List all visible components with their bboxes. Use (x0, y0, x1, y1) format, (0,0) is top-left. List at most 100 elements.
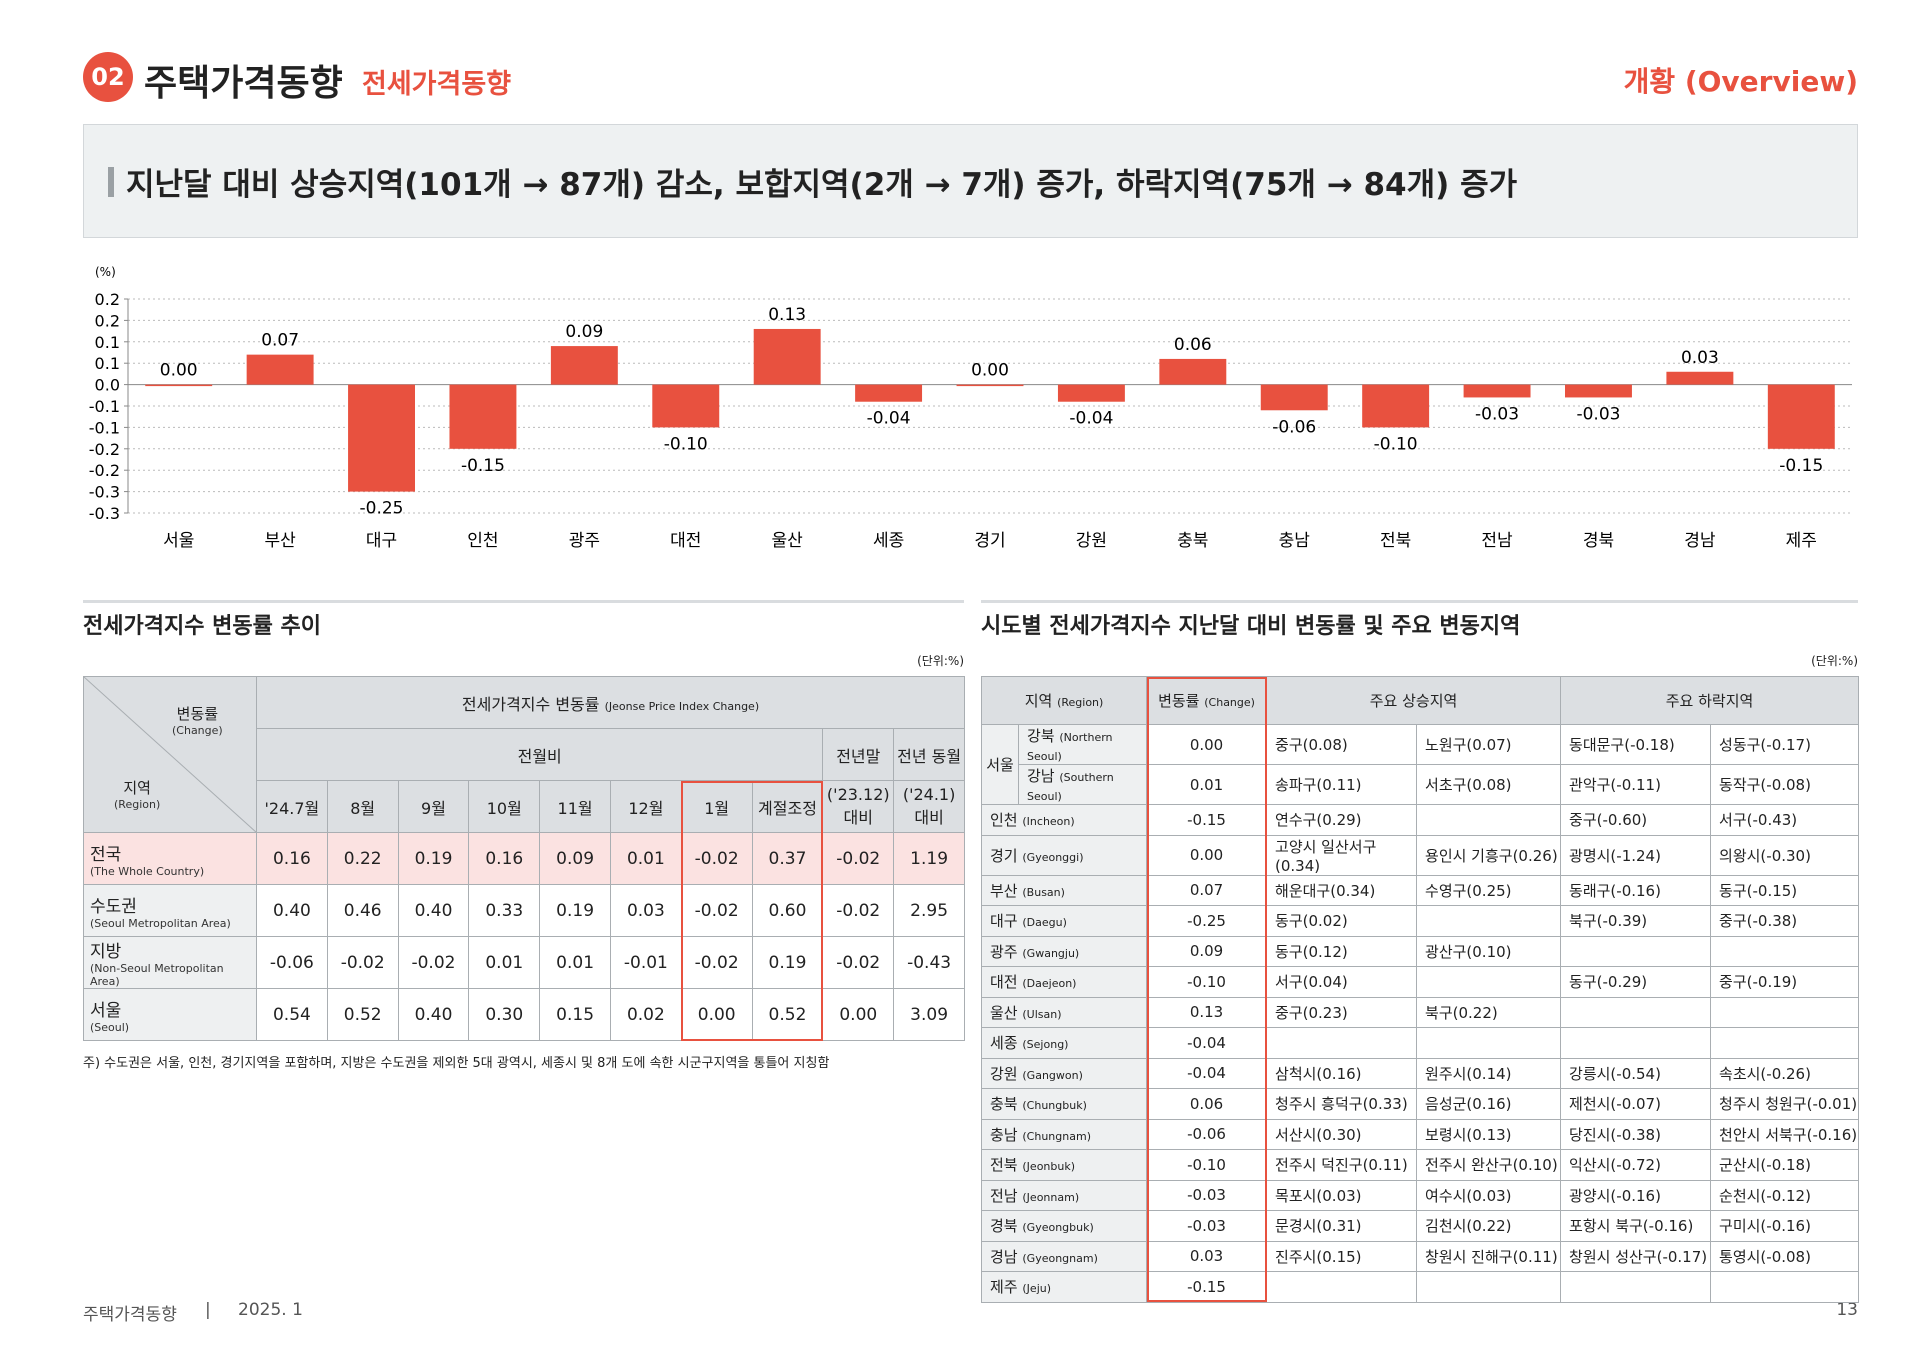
headline: 지난달 대비 상승지역(101개 → 87개) 감소, 보합지역(2개 → 7개… (126, 167, 1518, 203)
change-cell: -0.06 (1146, 1118, 1268, 1150)
data-row: 대전 (Daejeon) -0.10 서구(0.04) 동구(-0.29) 중구(-0.… (980, 966, 1860, 998)
value-cell: 0.01 (609, 832, 682, 885)
x-tick-label: 충북 (1177, 531, 1208, 551)
data-row: 수도권 (Seoul Metropolitan Area) 0.40 0.46 0.40… (83, 884, 966, 937)
data-label: -0.15 (1779, 456, 1823, 476)
data-label: 0.00 (971, 361, 1009, 381)
page-title: 주택가격동향 (144, 63, 343, 104)
falling-area: 순천시(-0.12) (1710, 1179, 1860, 1211)
region-name: 강남 (1027, 767, 1055, 785)
region-cell: 전남 (Jeonnam) (980, 1179, 1148, 1211)
y-tick-label: -0.2 (89, 461, 120, 480)
falling-area: 동구(-0.29) (1560, 966, 1712, 998)
change-cell: 0.03 (1146, 1240, 1268, 1272)
falling-area: 서구(-0.43) (1710, 804, 1860, 836)
corner-change: 변동률 (Change) (172, 703, 223, 737)
rising-area (1416, 1271, 1562, 1303)
region-name-en: (Gyeonggi) (1022, 850, 1084, 864)
region-cell: 충남 (Chungnam) (980, 1118, 1148, 1150)
value-cell: 2.95 (893, 884, 966, 937)
section-label: 개황 (Overview) (1623, 65, 1858, 98)
falling-area: 중구(-0.19) (1710, 966, 1860, 998)
falling-area: 익산시(-0.72) (1560, 1149, 1712, 1181)
region-name: 광주 (990, 942, 1018, 961)
data-label: 0.00 (160, 361, 198, 381)
region-name-en: (Southern Seoul) (1027, 771, 1114, 803)
region-name: 강원 (990, 1064, 1018, 1083)
falling-area (1710, 1027, 1860, 1059)
region-name-en: (Jeju) (1022, 1282, 1052, 1296)
region-cell: 세종 (Sejong) (980, 1027, 1148, 1059)
x-tick-label: 대전 (670, 531, 701, 551)
value-cell: 0.19 (539, 884, 611, 937)
falling-area: 당진시(-0.38) (1560, 1118, 1712, 1150)
falling-area (1710, 1271, 1860, 1303)
data-label: -0.04 (867, 409, 911, 429)
table-note: 주) 수도권은 서울, 인천, 경기지역을 포함하며, 지방은 수도권을 제외한… (83, 1056, 830, 1071)
rising-area: 음성군(0.16) (1416, 1088, 1562, 1120)
change-cell: 0.09 (1146, 935, 1268, 967)
bar (1666, 371, 1734, 385)
change-cell: 0.13 (1146, 996, 1268, 1028)
region-name: 인천 (990, 811, 1018, 830)
region-table: 지역 (Region) 변동률 (Change) 주요 상승지역 주요 하락지역 서울 강… (980, 676, 1860, 1303)
region-name-en: (Gyeongnam) (1022, 1251, 1098, 1265)
value-cell: 0.54 (256, 988, 328, 1041)
rising-area: 문경시(0.31) (1266, 1210, 1418, 1242)
data-label: -0.03 (1576, 404, 1620, 424)
data-row: 광주 (Gwangju) 0.09 동구(0.12) 광산구(0.10) (980, 935, 1860, 967)
region-name: 경남 (990, 1247, 1018, 1266)
region-name: 대구 (990, 912, 1018, 931)
region-name: 부산 (990, 881, 1018, 900)
rising-area: 서산시(0.30) (1266, 1118, 1418, 1150)
rising-area: 연수구(0.29) (1266, 804, 1418, 836)
value-cell: 0.22 (326, 832, 399, 885)
rising-area: 동구(0.02) (1266, 905, 1418, 937)
data-label: -0.04 (1069, 409, 1113, 429)
change-cell: -0.15 (1146, 1271, 1268, 1303)
falling-area: 제천시(-0.07) (1560, 1088, 1712, 1120)
corner-label: 지역 (123, 779, 151, 797)
change-cell: 0.01 (1146, 764, 1268, 805)
region-cell: 부산 (Busan) (980, 874, 1148, 906)
header-cell: 10월 (468, 780, 541, 833)
change-cell: 0.07 (1146, 874, 1268, 906)
region-name-en: (The Whole Country) (90, 864, 205, 878)
falling-area: 창원시 성산구(-0.17) (1560, 1240, 1712, 1272)
value-cell: 0.19 (751, 936, 824, 989)
change-cell: -0.04 (1146, 1027, 1268, 1059)
data-label: -0.15 (461, 456, 505, 476)
header-cell: 11월 (539, 780, 611, 833)
change-cell: -0.03 (1146, 1179, 1268, 1211)
data-row: 지방 (Non-Seoul Metropolitan Area) -0.06 -0.0… (83, 936, 966, 989)
change-cell: -0.10 (1146, 1149, 1268, 1181)
rising-area: 청주시 흥덕구(0.33) (1266, 1088, 1418, 1120)
region-cell: 강남 (Southern Seoul) (1017, 764, 1148, 805)
region-cell: 울산 (Ulsan) (980, 996, 1148, 1028)
region-name-en: (Daejeon) (1022, 977, 1077, 991)
bar (449, 384, 517, 449)
header-cell: 지역 (Region) (980, 676, 1148, 725)
rising-area (1416, 804, 1562, 836)
x-tick-label: 울산 (772, 531, 804, 551)
region-name-en: (Ulsan) (1022, 1007, 1062, 1021)
headline-bar (108, 167, 114, 197)
region-name: 경기 (990, 846, 1018, 865)
x-tick-label: 경북 (1583, 531, 1614, 551)
region-name-en: (Chungnam) (1022, 1129, 1091, 1143)
rising-area: 서초구(0.08) (1416, 764, 1562, 805)
header-cell: 주요 하락지역 (1560, 676, 1860, 725)
region-cell: 지방 (Non-Seoul Metropolitan Area) (83, 936, 257, 989)
bar (145, 384, 213, 387)
x-tick-label: 전남 (1481, 531, 1513, 551)
rising-area: 중구(0.08) (1266, 724, 1418, 765)
value-cell: 0.03 (609, 884, 682, 937)
region-name: 경북 (990, 1217, 1018, 1236)
value-cell: -0.01 (609, 936, 682, 989)
value-cell: -0.02 (326, 936, 399, 989)
headline-box: 지난달 대비 상승지역(101개 → 87개) 감소, 보합지역(2개 → 7개… (83, 124, 1858, 238)
header-cell: 9월 (397, 780, 470, 833)
header-row: 지역 (Region) 변동률 (Change) 주요 상승지역 주요 하락지역 (980, 676, 1860, 725)
data-row: 인천 (Incheon) -0.15 연수구(0.29) 중구(-0.60) 서구(-0… (980, 804, 1860, 836)
